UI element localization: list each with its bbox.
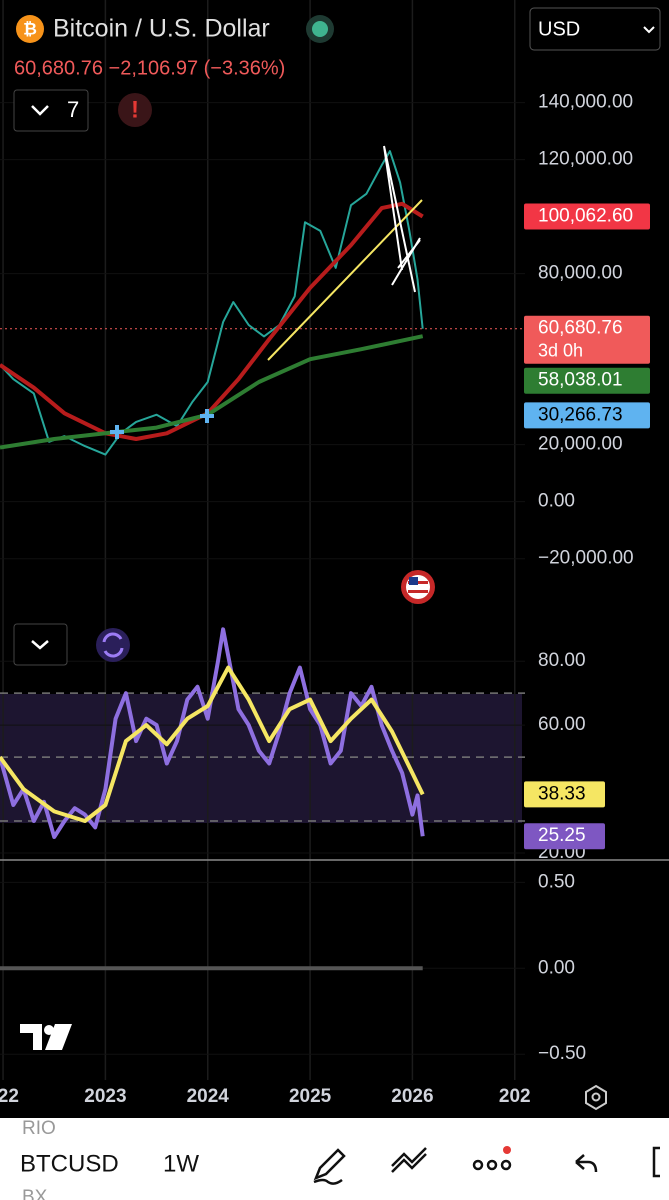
notification-dot <box>503 1146 511 1154</box>
price-label-box <box>524 315 650 364</box>
x-tick-label: 022 <box>0 1086 19 1107</box>
logo <box>20 1024 72 1050</box>
y-tick-label: −0.50 <box>538 1043 586 1064</box>
toolbar <box>0 1118 669 1200</box>
price-label-box <box>524 402 650 429</box>
y-tick-label: 60.00 <box>538 714 586 735</box>
y-tick-label: 120,000.00 <box>538 149 633 170</box>
price-change: 60,680.76 −2,106.97 (−3.36%) <box>14 57 285 79</box>
settings-icon[interactable] <box>585 1084 607 1111</box>
rsi-band <box>0 694 522 823</box>
event-canton <box>409 577 418 585</box>
price-label: 100,062.60 <box>538 205 633 226</box>
settings-dot <box>591 1092 601 1102</box>
logo-dot <box>44 1025 54 1035</box>
price-label-box <box>524 823 605 850</box>
currency: USD <box>538 18 580 40</box>
series-line <box>0 201 424 441</box>
price-label-box <box>524 367 650 394</box>
y-tick-label: −20,000.00 <box>538 548 634 569</box>
alert-glyph: ! <box>131 96 139 123</box>
y-tick-label: 80.00 <box>538 650 586 671</box>
chevron <box>31 640 49 650</box>
price-label: 25.25 <box>538 825 586 846</box>
price-label-box <box>524 781 605 808</box>
x-tick-label: 202 <box>499 1086 531 1107</box>
indicators-toggle[interactable] <box>13 89 89 132</box>
alert-icon[interactable] <box>118 93 152 127</box>
x-tick-label: 2025 <box>289 1086 332 1107</box>
marks <box>0 150 425 971</box>
draw-tool[interactable] <box>313 1148 346 1185</box>
chevron <box>643 26 655 34</box>
drawing <box>383 145 421 293</box>
more-menu[interactable] <box>472 1159 512 1171</box>
series-line <box>0 627 425 839</box>
symbol-prev: RIO <box>22 1118 56 1139</box>
x-tick-label: 2023 <box>84 1086 126 1107</box>
x-tick-label: 2026 <box>391 1086 433 1107</box>
x-tick-label: 2024 <box>187 1086 230 1107</box>
sync-icon[interactable] <box>96 628 130 662</box>
y-tick-label: 0.00 <box>538 491 575 512</box>
symbol[interactable]: BTCUSD <box>20 1150 119 1177</box>
price-label: 60,680.76 <box>538 318 623 339</box>
interval[interactable]: 1W <box>163 1150 199 1177</box>
fullscreen[interactable] <box>652 1146 660 1178</box>
cross-marker <box>110 409 214 439</box>
y-tick-label: 20,000.00 <box>538 434 623 455</box>
price-label: 30,266.73 <box>538 404 623 425</box>
y-tick-label: 0.50 <box>538 871 575 892</box>
coin-icon <box>16 15 44 43</box>
price-label-box <box>524 203 650 230</box>
countdown: 3d 0h <box>538 340 583 360</box>
y-tick-label: 140,000.00 <box>538 92 633 113</box>
currency-select[interactable] <box>529 7 661 51</box>
series-line <box>0 665 425 823</box>
pane-toggle[interactable] <box>13 623 68 666</box>
y-tick-label: 0.00 <box>538 957 575 978</box>
price-label: 38.33 <box>538 783 586 804</box>
symbol-next: BX <box>22 1187 48 1200</box>
y-tick-label: 80,000.00 <box>538 263 623 284</box>
event-stripe <box>408 590 428 593</box>
indicator-count: 7 <box>67 97 79 122</box>
price-label: 58,038.01 <box>538 370 623 391</box>
chevron <box>31 105 49 116</box>
undo[interactable] <box>575 1154 598 1173</box>
status-dot <box>312 21 328 37</box>
symbol-title: Bitcoin / U.S. Dollar <box>53 15 270 43</box>
series-line <box>0 150 424 456</box>
coin-glyph: ₿ <box>23 19 37 38</box>
sync-glyph <box>102 632 124 658</box>
pattern-tool[interactable] <box>391 1147 427 1173</box>
